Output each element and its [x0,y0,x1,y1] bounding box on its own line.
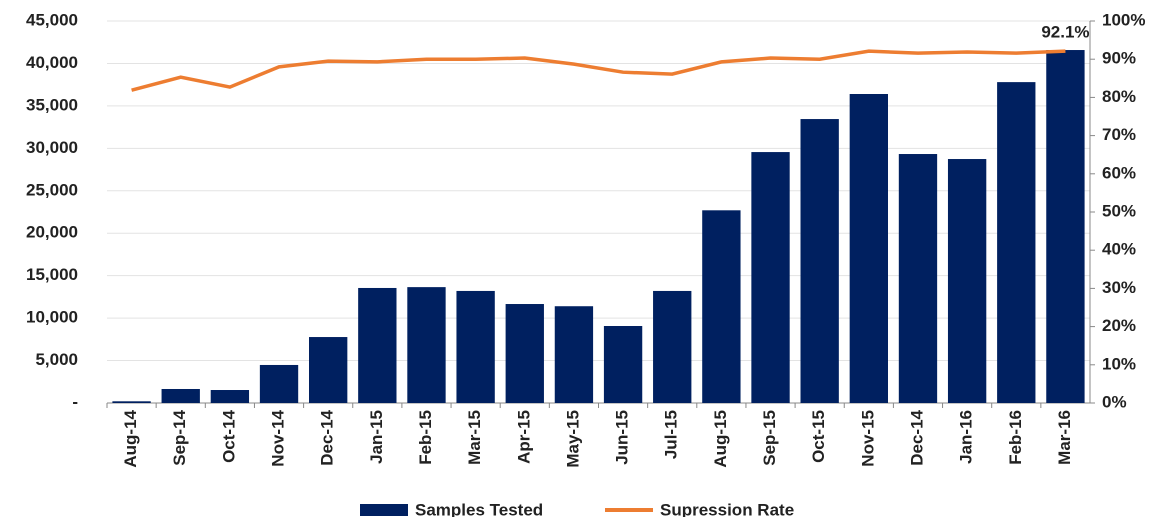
y2-tick-label: 60% [1102,163,1136,182]
x-tick-label: Nov-14 [269,409,288,466]
bar [947,159,987,403]
x-tick-label: Jul-15 [662,410,681,459]
y2-tick-label: 30% [1102,278,1136,297]
x-tick-label: Nov-15 [858,410,877,467]
bar [800,119,839,404]
x-tick-label: Mar-15 [465,410,484,465]
bar [505,304,544,403]
x-tick-label: Mar-16 [1055,410,1074,465]
bar [259,364,299,403]
y-tick-label: - [72,392,78,411]
y-tick-label: 35,000 [26,95,78,114]
x-tick-label: Feb-15 [416,410,435,465]
y2-tick-label: 20% [1102,316,1136,335]
bar [112,401,151,403]
y-tick-label: 10,000 [26,308,78,327]
bar [554,306,594,403]
line [131,49,1066,92]
y2-tick-label: 100% [1102,10,1145,29]
y2-tick-label: 10% [1102,354,1136,373]
y-tick-label: 15,000 [26,265,78,284]
y-tick-label: 30,000 [26,138,78,157]
x-tick-label: Apr-15 [514,410,533,464]
bar [1046,50,1085,403]
bar [898,154,938,403]
x-tick-label: Dec-14 [318,409,337,465]
y-tick-label: 45,000 [26,10,78,29]
bar [997,82,1036,404]
y2-tick-label: 80% [1102,87,1136,106]
x-tick-label: Aug-14 [121,409,140,467]
x-tick-label: Jun-15 [613,410,632,465]
bar [407,287,446,403]
y-tick-label: 40,000 [26,53,78,72]
data-label: 92.1% [1041,23,1089,42]
y2-tick-label: 50% [1102,201,1136,220]
x-tick-label: Sep-14 [170,409,189,465]
x-tick-label: Aug-15 [711,410,730,468]
bar [751,152,790,403]
x-tick-label: Oct-15 [809,410,828,463]
y2-tick-label: 90% [1102,49,1136,68]
bar [653,290,692,403]
legend-swatch [360,504,408,516]
bar [161,388,200,403]
bar [456,290,495,403]
x-tick-label: Sep-15 [760,410,779,466]
x-tick-label: Feb-16 [1006,410,1025,465]
y-tick-label: 20,000 [26,223,78,242]
x-tick-label: Jan-16 [957,410,976,464]
x-tick-label: Dec-14 [907,409,926,465]
y-tick-label: 5,000 [35,350,78,369]
bar [358,287,397,403]
x-tick-label: Jan-15 [367,410,386,464]
bar [702,210,741,403]
bar [849,94,888,403]
y-tick-label: 25,000 [26,180,78,199]
bar [210,390,250,403]
y2-tick-label: 70% [1102,125,1136,144]
y2-tick-label: 40% [1102,240,1136,259]
bar [309,337,348,403]
y2-tick-label: 0% [1102,392,1127,411]
x-tick-label: May-15 [563,410,582,468]
bar [603,326,643,403]
legend-label: Supression Rate [660,500,794,517]
legend-label: Samples Tested [415,500,543,517]
x-tick-label: Oct-14 [219,409,238,462]
